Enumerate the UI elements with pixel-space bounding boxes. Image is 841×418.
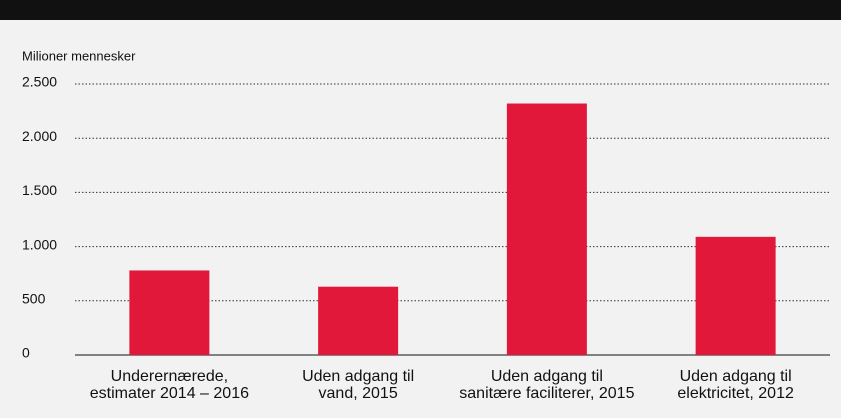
bar — [506, 103, 587, 356]
bar — [318, 286, 399, 355]
x-tick-label: Underernærede, — [111, 368, 228, 385]
x-tick-label: Uden adgang til — [491, 368, 603, 385]
x-tick-label: Uden adgang til — [680, 368, 792, 385]
x-tick-label: sanitære faciliterer, 2015 — [459, 385, 634, 402]
x-tick-label: Uden adgang til — [302, 368, 414, 385]
x-tick-label: vand, 2015 — [319, 385, 398, 402]
top-band — [0, 0, 841, 20]
y-tick-label: 0 — [22, 345, 30, 361]
y-tick-label: 2.500 — [22, 74, 57, 90]
y-axis-label: Milioner mennesker — [22, 48, 136, 63]
y-tick-label: 500 — [22, 291, 46, 307]
y-tick-label: 1.000 — [22, 236, 57, 252]
bar — [695, 236, 776, 355]
y-tick-label: 1.500 — [22, 182, 57, 198]
x-tick-label: estimater 2014 – 2016 — [90, 385, 249, 402]
x-tick-label: elektricitet, 2012 — [677, 385, 794, 402]
y-tick-label: 2.000 — [22, 128, 57, 144]
bar — [129, 270, 210, 355]
